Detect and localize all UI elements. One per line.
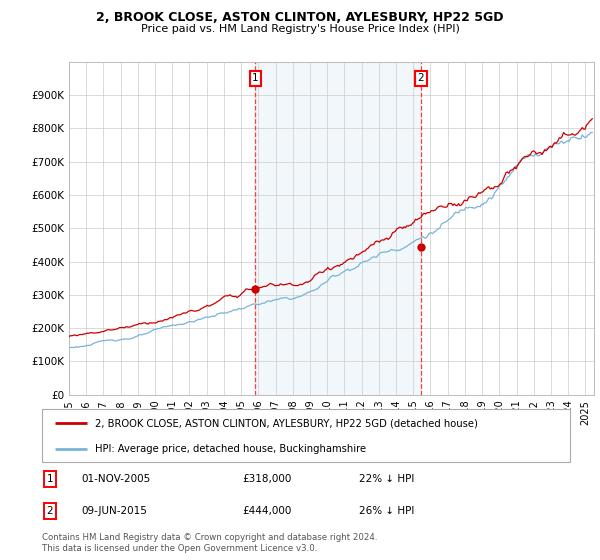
Text: £318,000: £318,000 [242, 474, 292, 484]
Text: Price paid vs. HM Land Registry's House Price Index (HPI): Price paid vs. HM Land Registry's House … [140, 24, 460, 34]
Text: 2: 2 [47, 506, 53, 516]
FancyBboxPatch shape [42, 409, 570, 462]
Text: 1: 1 [47, 474, 53, 484]
Text: 2: 2 [418, 73, 424, 83]
Bar [256, 62, 421, 395]
Text: £444,000: £444,000 [242, 506, 292, 516]
Text: Contains HM Land Registry data © Crown copyright and database right 2024.
This d: Contains HM Land Registry data © Crown c… [42, 533, 377, 553]
Text: 2, BROOK CLOSE, ASTON CLINTON, AYLESBURY, HP22 5GD (detached house): 2, BROOK CLOSE, ASTON CLINTON, AYLESBURY… [95, 418, 478, 428]
Text: 1: 1 [252, 73, 259, 83]
Text: 2, BROOK CLOSE, ASTON CLINTON, AYLESBURY, HP22 5GD: 2, BROOK CLOSE, ASTON CLINTON, AYLESBURY… [96, 11, 504, 24]
Text: 22% ↓ HPI: 22% ↓ HPI [359, 474, 414, 484]
Text: 26% ↓ HPI: 26% ↓ HPI [359, 506, 414, 516]
Text: HPI: Average price, detached house, Buckinghamshire: HPI: Average price, detached house, Buck… [95, 444, 366, 454]
Text: 09-JUN-2015: 09-JUN-2015 [82, 506, 148, 516]
Text: 01-NOV-2005: 01-NOV-2005 [82, 474, 151, 484]
